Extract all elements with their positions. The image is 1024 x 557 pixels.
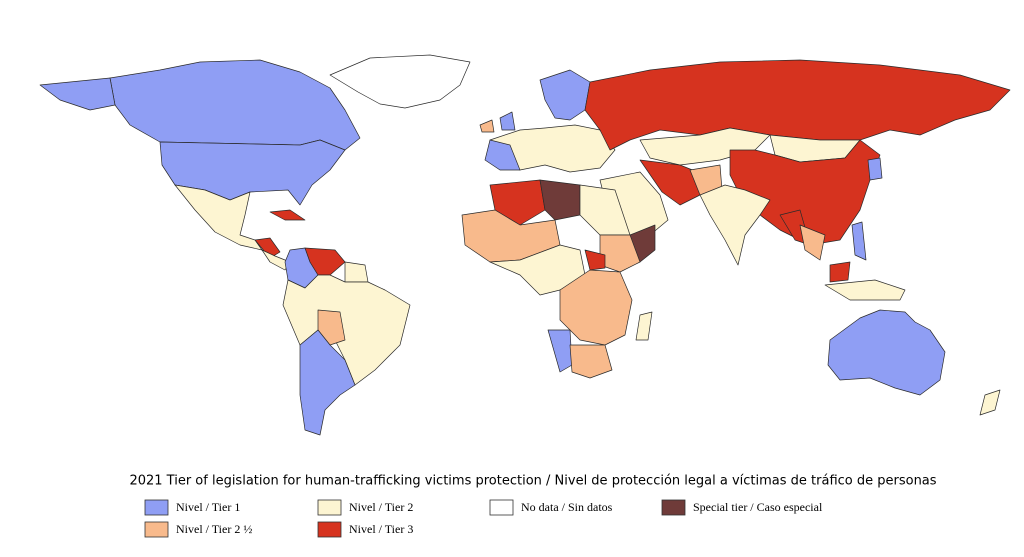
map-title: 2021 Tier of legislation for human-traff… — [129, 474, 936, 489]
legend-swatch — [317, 521, 342, 538]
legend-label: Nivel / Tier 1 — [176, 500, 240, 514]
legend: Nivel / Tier 1 Nivel / Tier 2 No data / Si… — [144, 499, 823, 538]
legend-label: Nivel / Tier 2 — [349, 500, 413, 514]
legend-swatch — [489, 499, 514, 516]
legend-label: Special tier / Caso especial — [693, 500, 823, 514]
legend-label: No data / Sin datos — [521, 500, 613, 514]
legend-swatch — [317, 499, 342, 516]
legend-swatch — [661, 499, 686, 516]
legend-label: Nivel / Tier 3 — [349, 522, 413, 536]
world-map — [39, 54, 1011, 436]
legend-swatch — [144, 521, 169, 538]
legend-swatch — [144, 499, 169, 516]
legend-label: Nivel / Tier 2 ½ — [176, 522, 252, 536]
